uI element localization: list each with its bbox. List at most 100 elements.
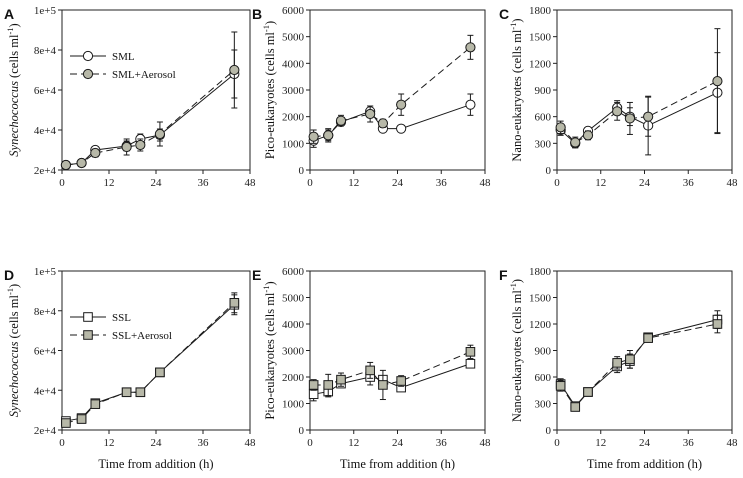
y-tick-label: 600 [535,112,552,124]
x-tick-label: 0 [554,177,560,189]
y-tick-label: 300 [535,399,552,411]
data-point [465,42,476,53]
x-tick-label: 12 [104,177,115,189]
y-label-units: (cells ml [7,295,21,342]
x-tick-label: 0 [59,177,65,189]
x-tick-label: 48 [727,177,739,189]
legend-label: SSL [112,312,131,324]
y-tick-label: 1000 [282,399,305,411]
y-axis-label: Synechococcus (cells ml-1) [5,284,21,417]
plot-frame [61,9,251,171]
legend-marker [83,330,93,340]
y-tick-label: 5000 [282,293,305,305]
y-label-units: (cells ml [7,34,21,81]
x-tick-label: 12 [595,177,606,189]
data-point [336,374,346,385]
panel-letter: A [4,6,14,22]
data-point [570,137,581,148]
x-tick-label: 12 [348,177,359,189]
data-point [612,106,623,117]
y-tick-label: 4000 [282,58,305,70]
y-axis-label: Nano-eukaryotes (cells ml-1) [508,18,524,161]
legend-marker [82,68,94,80]
panel-d: D 2e+4 4e+4 6e+4 8e+4 1e+5 0 12 24 36 48 Synechococ… [4,266,256,471]
y-tick-label: 1500 [529,293,552,305]
y-label-sup: -1 [261,25,271,32]
x-tick-label: 0 [307,177,313,189]
x-tick-label: 36 [683,177,695,189]
panel-letter: B [252,6,262,22]
x-tick-label: 24 [392,437,404,449]
x-tick-label: 24 [151,177,163,189]
y-tick-label: 900 [535,85,552,97]
data-point [323,130,334,141]
data-point [643,333,653,343]
series-sml [308,93,476,148]
series-ssl [555,310,723,411]
series-ssl-aerosol [555,314,723,412]
data-point [712,319,723,329]
y-tick-label: 1e+5 [34,266,57,278]
series-ssl-aerosol [61,292,240,428]
y-label-close: ) [263,21,277,25]
plot-frame [556,270,733,431]
panel-b: B 0 1000 2000 3000 4000 5000 6000 0 12 24 36 48 Pico-… [252,5,491,189]
x-tick-label: 36 [436,437,448,449]
data-point [712,76,723,87]
panel-letter: F [499,267,508,283]
y-tick-label: 1500 [529,32,552,44]
y-tick-label: 1800 [529,5,552,17]
y-tick-label: 300 [535,138,552,150]
y-axis-label: Pico-eukaryotes (cells ml-1) [261,281,277,419]
data-point [378,380,388,390]
y-label-units: Nano-eukaryotes (cells ml [510,290,524,422]
y-tick-label: 4e+4 [34,125,57,137]
data-point [135,139,146,151]
y-label-close: ) [510,18,524,22]
legend-marker [82,50,94,62]
y-tick-label: 3000 [282,346,305,358]
panel-e: E 0 1000 2000 3000 4000 5000 6000 0 12 24 36 48 Pico-… [252,266,491,471]
x-tick-label: 0 [59,437,65,449]
y-tick-label: 6e+4 [34,85,57,97]
x-axis-label: Time from addition (h) [98,457,213,471]
data-point [121,141,132,153]
y-label-sup: -1 [508,23,518,30]
panel-c: C 0 300 600 900 1200 1500 1800 0 12 24 36 48 Nano-euk… [499,5,738,189]
data-point [365,365,375,376]
data-point [377,118,389,129]
y-tick-label: 2000 [282,372,305,384]
x-tick-label: 12 [595,437,606,449]
x-tick-label: 24 [151,437,163,449]
y-tick-label: 0 [299,425,305,437]
y-label-italic: Synechococcus [7,341,21,417]
data-point [76,414,87,424]
y-tick-label: 1800 [529,266,552,278]
y-label-close: ) [510,279,524,283]
data-point [465,358,476,369]
x-tick-label: 48 [245,437,257,449]
x-tick-label: 36 [683,437,695,449]
legend-label: SML+Aerosol [112,69,176,81]
y-tick-label: 2e+4 [34,425,57,437]
plot-frame [309,270,486,431]
y-tick-label: 1000 [282,138,305,150]
data-point [90,147,101,159]
y-axis-label: Nano-eukaryotes (cells ml-1) [508,279,524,422]
data-point [396,376,406,386]
x-tick-label: 36 [198,177,210,189]
y-tick-label: 8e+4 [34,306,57,318]
y-label-close: ) [263,281,277,285]
data-point [229,298,240,308]
y-label-sup: -1 [508,283,518,290]
y-tick-label: 2e+4 [34,165,57,177]
data-point [624,113,636,124]
y-label-close: ) [7,284,21,288]
data-point [555,381,566,391]
legend-label: SML [112,51,135,63]
y-label-units: Nano-eukaryotes (cells ml [510,29,524,161]
y-tick-label: 6000 [282,266,305,278]
x-tick-label: 0 [554,437,560,449]
panel-letter: D [4,267,14,283]
